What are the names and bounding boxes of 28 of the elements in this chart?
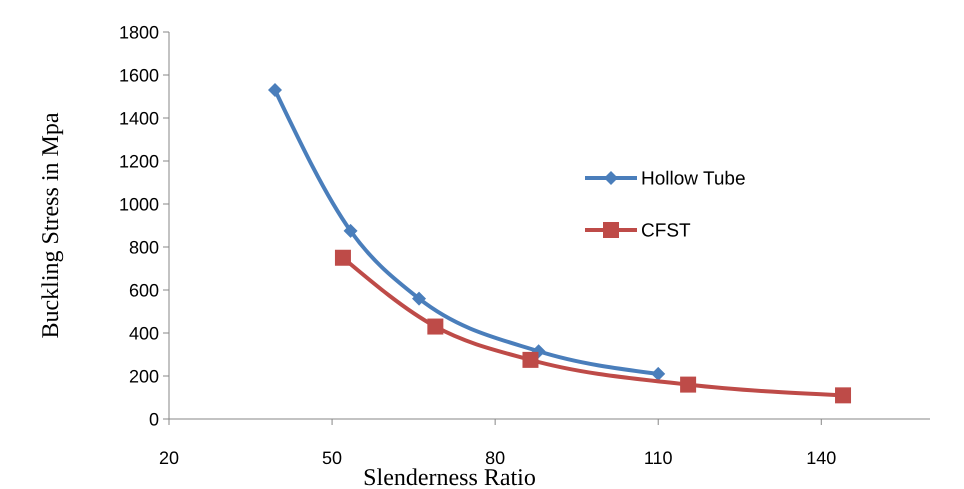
y-tick-label: 1400 <box>118 108 159 128</box>
point <box>835 387 852 404</box>
x-tick-label: 50 <box>322 448 342 468</box>
x-axis-title: Slenderness Ratio <box>363 465 536 489</box>
x-tick-label: 80 <box>485 448 506 468</box>
legend-label: Hollow Tube <box>641 168 746 190</box>
y-tick-label: 1200 <box>118 151 159 172</box>
y-tick-label: 1600 <box>118 65 159 86</box>
y-tick-label: 1000 <box>118 194 159 214</box>
point <box>427 318 444 335</box>
y-tick-label: 600 <box>128 280 159 300</box>
y-axis-title: Buckling Stress in Mpa <box>38 112 64 338</box>
x-tick-label: 110 <box>644 448 673 468</box>
y-tick-label: 800 <box>128 237 159 258</box>
point <box>522 352 538 368</box>
y-tick-label: 0 <box>148 409 159 430</box>
point <box>334 250 351 266</box>
point <box>268 83 282 98</box>
y-tick-label: 1800 <box>118 22 159 42</box>
y-tick-label: 200 <box>128 366 159 386</box>
x-tick-label: 140 <box>806 448 836 468</box>
point <box>651 366 666 381</box>
point <box>412 292 426 306</box>
legend-label: CFST <box>641 220 691 242</box>
y-tick-label: 400 <box>128 323 159 344</box>
point <box>344 224 358 238</box>
point <box>680 376 696 393</box>
x-tick-label: 20 <box>158 448 180 468</box>
